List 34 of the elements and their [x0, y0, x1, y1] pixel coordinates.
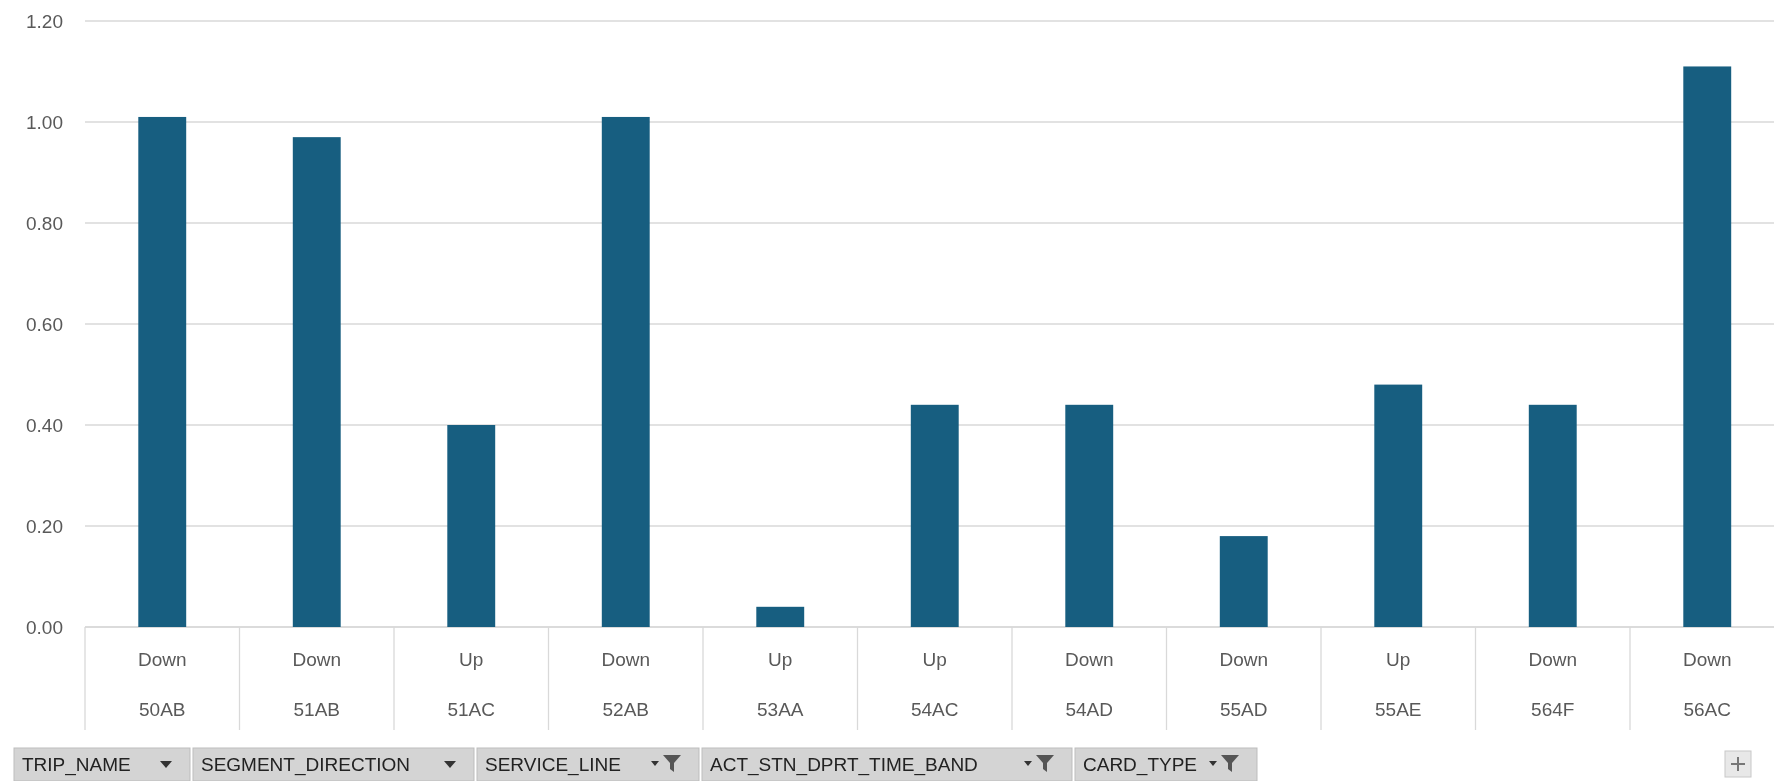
y-tick-label: 1.00: [26, 111, 63, 133]
category-label: Down 56AC: [1682, 649, 1732, 720]
bar: [910, 404, 959, 627]
y-tick-label: 1.20: [26, 10, 63, 32]
bar: [601, 116, 650, 627]
bar: [1528, 404, 1577, 627]
bar: [1065, 404, 1114, 627]
y-tick-label: 0.40: [26, 414, 63, 436]
bar: [1374, 384, 1423, 627]
category-label: Up 53AA: [757, 649, 804, 720]
category-label: Down 564F: [1528, 649, 1578, 720]
category-label: Up 51AC: [447, 649, 496, 720]
text: TRIP_NAME: [22, 754, 131, 776]
bar: [447, 425, 496, 627]
bar: [1219, 536, 1268, 627]
bar: [756, 606, 805, 627]
y-tick-label: 0.60: [26, 313, 63, 335]
category-label: Down 51AB: [292, 649, 342, 720]
y-tick-label: 0.00: [26, 616, 63, 638]
category-label: Down 55AD: [1219, 649, 1269, 720]
text: SEGMENT_DIRECTION: [201, 754, 411, 776]
text: ACT_STN_DPRT_TIME_BAND: [710, 754, 978, 776]
bar: [138, 116, 187, 627]
category-label: Up 54AC: [910, 649, 959, 720]
y-tick-label: 0.20: [26, 515, 63, 537]
text: CARD_TYPE: [1083, 754, 1198, 776]
category-label: Up 55AE: [1375, 649, 1422, 720]
text: SERVICE_LINE: [485, 754, 621, 776]
category-label: Down 54AD: [1064, 649, 1114, 720]
bar: [1683, 66, 1732, 627]
y-tick-label: 0.80: [26, 212, 63, 234]
bar: [292, 137, 341, 627]
category-label: Down 50AB: [137, 649, 187, 720]
category-label: Down 52AB: [601, 649, 651, 720]
